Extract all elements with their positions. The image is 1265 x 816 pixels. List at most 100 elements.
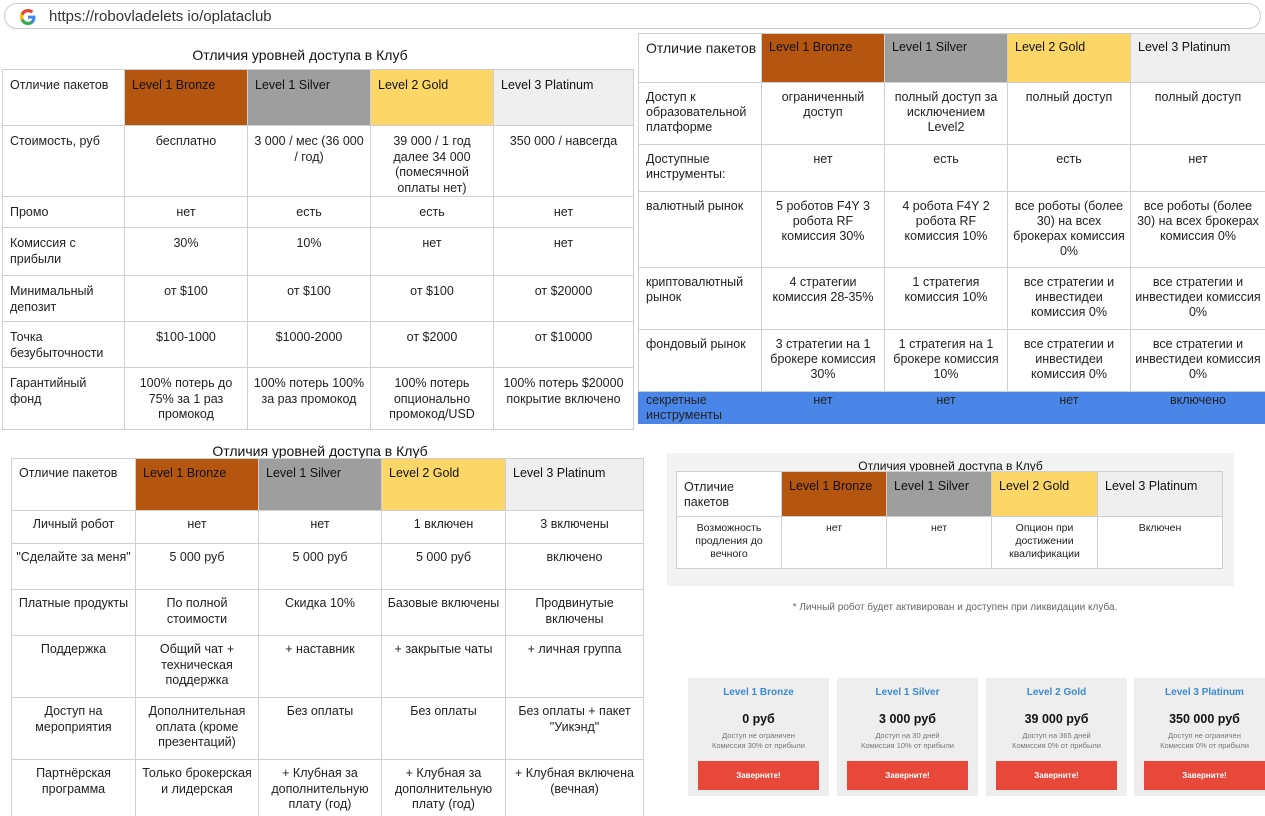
card-title: Level 3 Platinum	[1165, 687, 1244, 698]
cell-platinum: от $10000	[493, 321, 634, 368]
url-field[interactable]: https://robovladelets io/oplataclub	[4, 3, 1261, 29]
row-label: Комиссия с прибыли	[2, 227, 125, 276]
cell-platinum: все стратегии и инвестидеи комиссия 0%	[1130, 329, 1265, 392]
cell-bronze: По полной стоимости	[135, 589, 259, 636]
cell-bronze: бесплатно	[124, 125, 248, 197]
cell-platinum: Продвинутые включены	[505, 589, 644, 636]
access-levels-table-services: Отличия уровней доступа в Клуб Отличие п…	[0, 436, 660, 816]
table-row: Поддержка Общий чат + техническая поддер…	[11, 635, 644, 698]
table-row: Платные продукты По полной стоимости Ски…	[11, 589, 644, 636]
footnote: * Личный робот будет активирован и досту…	[792, 602, 1118, 613]
access-levels-table-extension: Отличия уровней доступа в Клуб Отличие п…	[667, 453, 1234, 586]
header-platinum: Level 3 Platinum	[505, 458, 644, 511]
header-platinum: Level 3 Platinum	[1097, 471, 1223, 517]
header-label: Отличие пакетов	[2, 69, 125, 126]
cell-bronze: Дополнительная оплата (кроме презентаций…	[135, 697, 259, 760]
cell-gold: 100% потерь опционально промокод/USD	[370, 367, 494, 430]
cell-bronze: 3 стратегии на 1 брокере комиссия 30%	[761, 329, 885, 392]
card-price: 0 руб	[742, 712, 775, 726]
row-label: Доступ на мероприятия	[11, 697, 136, 760]
table-row: Доступные инструменты: нет есть есть нет	[638, 144, 1265, 192]
cell-gold: + закрытые чаты	[381, 635, 506, 698]
access-levels-table-cost: Отличия уровней доступа в Клуб Отличие п…	[0, 35, 636, 433]
pricing-card-bronze: Level 1 Bronze 0 руб Доступ не ограничен…	[688, 678, 829, 796]
cell-gold: все роботы (более 30) на всех брокерах к…	[1007, 191, 1131, 268]
cell-gold: Опцион при достижении квалификации	[991, 516, 1098, 569]
cell-bronze: Общий чат + техническая поддержка	[135, 635, 259, 698]
row-label: Стоимость, руб	[2, 125, 125, 197]
table-row: Точка безубыточности $100-1000 $1000-200…	[2, 321, 634, 368]
cell-bronze: нет	[761, 391, 885, 424]
pricing-card-platinum: Level 3 Platinum 350 000 руб Доступ не о…	[1134, 678, 1265, 796]
cell-gold: есть	[1007, 144, 1131, 192]
cell-gold: есть	[370, 196, 494, 228]
card-commission: Комиссия 30% от прибыли	[711, 741, 805, 750]
row-label: фондовый рынок	[638, 329, 762, 392]
table-title: Отличия уровней доступа в Клуб	[858, 459, 1043, 473]
header-bronze: Level 1 Bronze	[761, 33, 885, 83]
row-label: секретные инструменты	[638, 391, 762, 424]
row-label: Гарантийный фонд	[2, 367, 125, 430]
cell-silver: нет	[884, 391, 1008, 424]
card-title: Level 1 Bronze	[723, 687, 794, 698]
google-icon	[20, 9, 36, 25]
table-row: Комиссия с прибыли 30% 10% нет нет	[2, 227, 634, 276]
table-row: "Сделайте за меня" 5 000 руб 5 000 руб 5…	[11, 543, 644, 590]
header-gold: Level 2 Gold	[381, 458, 506, 511]
cell-gold: + Клубная за дополнительную плату (год)	[381, 759, 506, 816]
cell-bronze: от $100	[124, 275, 248, 322]
comparison-table: Отличие пакетов Level 1 Bronze Level 1 S…	[11, 458, 644, 816]
header-label: Отличие пакетов	[11, 458, 136, 511]
buy-button[interactable]: Заверните!	[698, 761, 819, 790]
cell-gold: 39 000 / 1 год далее 34 000 (помесячной …	[370, 125, 494, 197]
table-row: Минимальный депозит от $100 от $100 от $…	[2, 275, 634, 322]
header-bronze: Level 1 Bronze	[135, 458, 259, 511]
comparison-table: Отличие пакетов Level 1 Bronze Level 1 S…	[2, 69, 634, 430]
table-row: Доступ на мероприятия Дополнительная опл…	[11, 697, 644, 760]
card-access: Доступ на 30 дней	[875, 731, 940, 740]
card-commission: Комиссия 0% от прибыли	[1012, 741, 1101, 750]
pricing-card-silver: Level 1 Silver 3 000 руб Доступ на 30 дн…	[837, 678, 978, 796]
cell-gold: все стратегии и инвестидеи комиссия 0%	[1007, 267, 1131, 330]
cell-gold: полный доступ	[1007, 82, 1131, 145]
cell-silver: нет	[258, 510, 382, 544]
buy-button[interactable]: Заверните!	[847, 761, 968, 790]
cell-platinum: полный доступ	[1130, 82, 1265, 145]
row-label: криптовалютный рынок	[638, 267, 762, 330]
row-label: Точка безубыточности	[2, 321, 125, 368]
table-row: валютный рынок 5 роботов F4Y 3 робота RF…	[638, 191, 1265, 268]
cell-platinum: нет	[493, 227, 634, 276]
header-bronze: Level 1 Bronze	[781, 471, 887, 517]
cell-bronze: нет	[761, 144, 885, 192]
table-row: фондовый рынок 3 стратегии на 1 брокере …	[638, 329, 1265, 392]
table-row: криптовалютный рынок 4 стратегии комисси…	[638, 267, 1265, 330]
card-access: Доступ не ограничен	[1168, 731, 1241, 740]
cell-platinum: + Клубная включена (вечная)	[505, 759, 644, 816]
cell-silver: 100% потерь 100% за раз промокод	[247, 367, 371, 430]
cell-platinum: нет	[1130, 144, 1265, 192]
cell-platinum: все роботы (более 30) на всех брокерах к…	[1130, 191, 1265, 268]
table-row: Партнёрская программа Только брокерская …	[11, 759, 644, 816]
header-silver: Level 1 Silver	[884, 33, 1008, 83]
card-commission: Комиссия 10% от прибыли	[860, 741, 954, 750]
buy-button[interactable]: Заверните!	[996, 761, 1117, 790]
table-row: Личный робот нет нет 1 включен 3 включен…	[11, 510, 644, 544]
header-gold: Level 2 Gold	[1007, 33, 1131, 83]
access-levels-table-tools: Отличие пакетов Level 1 Bronze Level 1 S…	[638, 33, 1265, 441]
cell-silver: 5 000 руб	[258, 543, 382, 590]
row-label: Личный робот	[11, 510, 136, 544]
row-label: "Сделайте за меня"	[11, 543, 136, 590]
cell-platinum: включено	[505, 543, 644, 590]
cell-gold: Базовые включены	[381, 589, 506, 636]
cell-silver: 3 000 / мес (36 000 / год)	[247, 125, 371, 197]
cell-platinum: Включен	[1097, 516, 1223, 569]
cell-silver: есть	[884, 144, 1008, 192]
row-label: Минимальный депозит	[2, 275, 125, 322]
buy-button[interactable]: Заверните!	[1144, 761, 1265, 790]
table-row: Стоимость, руб бесплатно 3 000 / мес (36…	[2, 125, 634, 197]
cell-silver: 1 стратегия комиссия 10%	[884, 267, 1008, 330]
card-access: Доступ на 365 дней	[1022, 731, 1091, 740]
cell-silver: нет	[886, 516, 992, 569]
cell-silver: от $100	[247, 275, 371, 322]
cell-bronze: нет	[124, 196, 248, 228]
